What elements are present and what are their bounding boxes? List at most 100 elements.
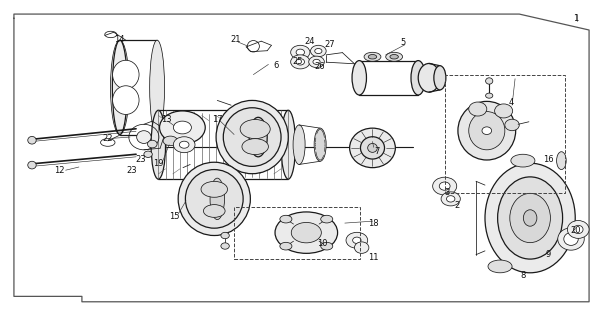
Ellipse shape <box>350 128 396 168</box>
Ellipse shape <box>151 110 166 179</box>
Ellipse shape <box>523 210 537 226</box>
Ellipse shape <box>163 136 177 146</box>
Ellipse shape <box>221 243 229 249</box>
Ellipse shape <box>242 139 268 155</box>
Ellipse shape <box>314 128 326 161</box>
Ellipse shape <box>469 112 505 150</box>
Ellipse shape <box>291 45 310 59</box>
Ellipse shape <box>557 152 566 170</box>
Ellipse shape <box>352 60 367 95</box>
Ellipse shape <box>439 182 450 190</box>
Ellipse shape <box>485 93 493 98</box>
Ellipse shape <box>216 100 288 174</box>
Bar <box>444 75 565 194</box>
Bar <box>234 207 361 260</box>
Ellipse shape <box>280 242 292 250</box>
Ellipse shape <box>485 163 575 273</box>
Text: 25: 25 <box>292 57 303 66</box>
Ellipse shape <box>458 101 516 160</box>
Text: 17: 17 <box>212 115 223 124</box>
Text: 21: 21 <box>230 35 241 44</box>
Ellipse shape <box>112 40 127 134</box>
Ellipse shape <box>280 215 292 223</box>
Ellipse shape <box>368 143 377 152</box>
Text: 7: 7 <box>374 147 379 156</box>
Ellipse shape <box>291 222 321 243</box>
Ellipse shape <box>505 119 519 131</box>
Ellipse shape <box>315 49 322 53</box>
Ellipse shape <box>185 170 243 228</box>
Text: 9: 9 <box>546 251 551 260</box>
Text: 16: 16 <box>543 155 554 164</box>
Ellipse shape <box>178 162 250 236</box>
Ellipse shape <box>346 232 368 248</box>
Ellipse shape <box>249 117 267 157</box>
Ellipse shape <box>173 121 191 134</box>
Ellipse shape <box>296 49 305 55</box>
Ellipse shape <box>361 137 385 159</box>
Ellipse shape <box>210 178 224 220</box>
Ellipse shape <box>355 242 369 253</box>
Text: 12: 12 <box>54 166 65 175</box>
Text: 24: 24 <box>305 37 315 46</box>
Ellipse shape <box>567 220 589 238</box>
Text: 19: 19 <box>153 159 163 168</box>
Ellipse shape <box>291 55 310 69</box>
Ellipse shape <box>390 54 399 59</box>
Text: 27: 27 <box>324 40 335 49</box>
Ellipse shape <box>418 63 440 92</box>
Text: 4: 4 <box>508 98 514 107</box>
Ellipse shape <box>485 78 493 84</box>
Ellipse shape <box>573 225 583 234</box>
Text: 18: 18 <box>368 219 379 228</box>
Ellipse shape <box>511 154 535 167</box>
Text: 6: 6 <box>274 60 279 69</box>
Ellipse shape <box>311 45 326 57</box>
Text: 13: 13 <box>161 115 171 124</box>
Ellipse shape <box>321 242 333 250</box>
Ellipse shape <box>28 161 36 169</box>
Ellipse shape <box>353 237 361 244</box>
Ellipse shape <box>386 52 403 61</box>
Text: 14: 14 <box>115 35 125 44</box>
Text: 26: 26 <box>314 62 325 71</box>
Ellipse shape <box>488 260 512 273</box>
Ellipse shape <box>432 177 456 195</box>
Text: 10: 10 <box>317 239 328 248</box>
Ellipse shape <box>179 141 189 148</box>
Ellipse shape <box>364 52 381 61</box>
Text: 22: 22 <box>103 134 113 143</box>
Ellipse shape <box>434 66 446 90</box>
Ellipse shape <box>497 177 563 259</box>
Ellipse shape <box>144 151 153 157</box>
Ellipse shape <box>137 131 151 143</box>
Text: 11: 11 <box>368 253 379 262</box>
Text: 5: 5 <box>400 38 405 47</box>
Ellipse shape <box>510 193 551 243</box>
Text: 3: 3 <box>444 188 450 197</box>
Text: 15: 15 <box>169 212 179 221</box>
Text: 20: 20 <box>570 226 581 235</box>
Ellipse shape <box>494 104 513 118</box>
Ellipse shape <box>482 127 491 134</box>
Ellipse shape <box>564 233 578 245</box>
Ellipse shape <box>275 212 338 253</box>
Ellipse shape <box>441 192 460 206</box>
Ellipse shape <box>223 108 281 166</box>
Text: 1: 1 <box>573 14 578 23</box>
Ellipse shape <box>411 60 426 95</box>
Ellipse shape <box>28 136 36 144</box>
Ellipse shape <box>110 40 129 134</box>
Ellipse shape <box>221 232 229 239</box>
Text: 23: 23 <box>135 155 145 164</box>
Ellipse shape <box>321 215 333 223</box>
Text: 2: 2 <box>454 201 459 210</box>
Ellipse shape <box>296 59 305 65</box>
Text: 8: 8 <box>520 271 526 280</box>
Ellipse shape <box>113 86 139 115</box>
Ellipse shape <box>160 111 205 144</box>
Ellipse shape <box>558 228 584 250</box>
Ellipse shape <box>368 54 377 59</box>
Ellipse shape <box>113 60 139 89</box>
Ellipse shape <box>150 40 165 134</box>
